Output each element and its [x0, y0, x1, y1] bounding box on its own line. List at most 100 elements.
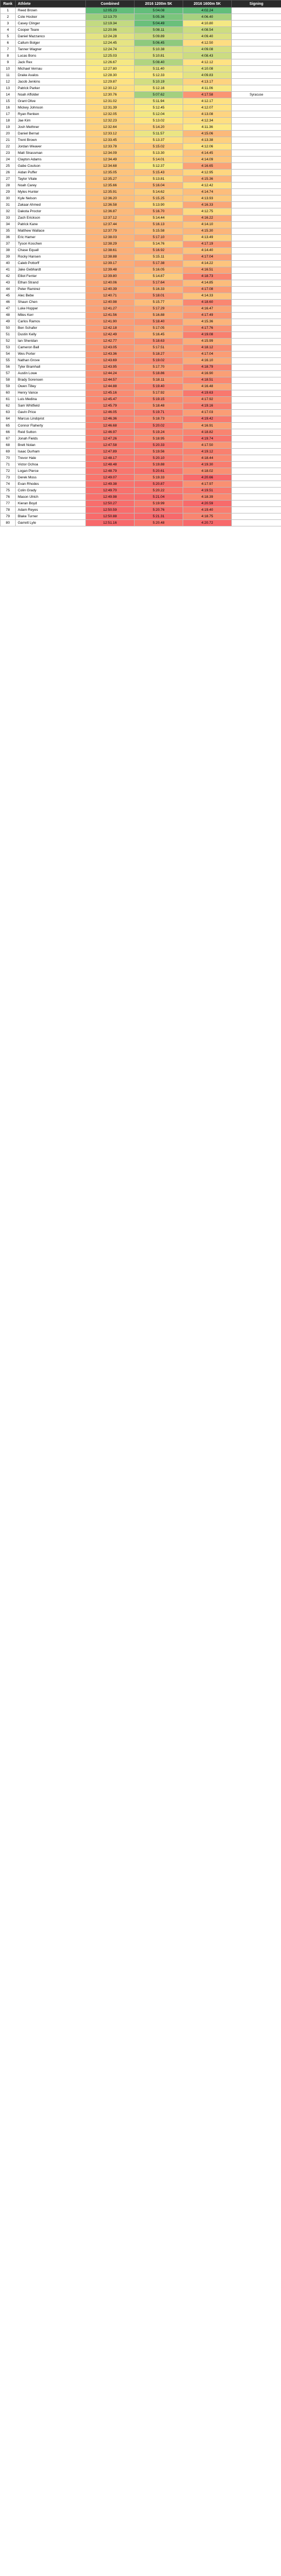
header-rank[interactable]: Rank [0, 0, 16, 8]
header-athlete[interactable]: Athlete [15, 0, 86, 8]
table-row[interactable]: 32 Dakota Proctor 12:36.87 5:16.70 4:12.75 [0, 208, 281, 215]
c2-cell: 4:17.58 [183, 91, 232, 99]
table-row[interactable]: 20 Daniel Bernal 12:33.12 5:11.57 4:15.06 [0, 130, 281, 138]
table-row[interactable]: 36 Eric Hamer 12:38.03 5:17.10 4:13.49 [0, 234, 281, 241]
c1-cell: 5:20.76 [134, 506, 183, 514]
table-row[interactable]: 80 Garrett Lyle 12:51.16 5:20.48 4:20.72 [0, 519, 281, 527]
table-row[interactable]: 78 Adam Reyes 12:50.59 5:20.76 4:19.40 [0, 506, 281, 514]
table-row[interactable]: 5 Daniel Mazzanco 12:24.28 5:09.89 4:09.40 [0, 33, 281, 40]
table-row[interactable]: 51 Dustin Kelly 12:42.49 5:16.45 4:19.08 [0, 331, 281, 339]
table-row[interactable]: 39 Rocky Hansen 12:38.88 5:15.11 4:17.04 [0, 253, 281, 261]
table-row[interactable]: 54 Wes Porter 12:43.36 5:18.27 4:17.04 [0, 350, 281, 358]
table-row[interactable]: 19 Josh Methner 12:32.64 5:14.20 4:11.36 [0, 124, 281, 131]
table-row[interactable]: 16 Mickey Johnson 12:31.39 5:12.45 4:12.07 [0, 104, 281, 112]
table-row[interactable]: 48 Miles Kerr 12:41.56 5:16.88 4:17.49 [0, 312, 281, 319]
table-row[interactable]: 68 Brett Nolan 12:47.58 5:20.33 4:17.50 [0, 442, 281, 449]
table-row[interactable]: 45 Alec Bebe 12:40.71 5:18.01 4:14.33 [0, 292, 281, 300]
table-row[interactable]: 72 Logan Pierce 12:48.79 5:20.61 4:18.02 [0, 468, 281, 475]
table-row[interactable]: 73 Derek Moss 12:49.07 5:19.33 4:20.66 [0, 474, 281, 482]
table-row[interactable]: 50 Ben Schafer 12:42.18 5:17.05 4:17.76 [0, 324, 281, 332]
table-row[interactable]: 41 Jake Gebhardt 12:39.48 5:16.05 4:16.51 [0, 266, 281, 274]
table-row[interactable]: 17 Ryan Renken 12:32.05 5:12.04 4:13.08 [0, 111, 281, 118]
table-row[interactable]: 74 Evan Rhodes 12:49.38 5:20.87 4:17.97 [0, 481, 281, 488]
table-row[interactable]: 30 Kyle Nelson 12:36.20 5:15.25 4:13.93 [0, 195, 281, 202]
header-1200[interactable]: 2016 1200m 5K [134, 0, 183, 8]
table-row[interactable]: 58 Brady Sorensen 12:44.57 5:18.11 4:18.51 [0, 376, 281, 384]
table-row[interactable]: 1 Reed Brown 12:05.23 5:04.08 4:02.24 [0, 6, 281, 15]
athlete-cell: Connor Flaherty [15, 422, 86, 430]
table-row[interactable]: 18 Jae Kim 12:32.23 5:13.02 4:12.34 [0, 117, 281, 125]
rank-cell: 49 [0, 318, 16, 326]
table-row[interactable]: 71 Victor Ochoa 12:48.48 5:19.88 4:19.30 [0, 461, 281, 469]
table-row[interactable]: 56 Tyler Bramhall 12:43.95 5:17.70 4:18.79 [0, 363, 281, 371]
table-row[interactable]: 60 Henry Vance 12:45.16 5:17.92 4:19.63 [0, 389, 281, 397]
signing-cell [231, 519, 281, 527]
table-row[interactable]: 22 Jordan Weaver 12:33.78 5:15.02 4:12.06 [0, 143, 281, 151]
table-row[interactable]: 57 Austin Lowe 12:44.24 5:18.86 4:16.90 [0, 370, 281, 377]
table-row[interactable]: 70 Trevor Hale 12:48.17 5:20.10 4:18.44 [0, 455, 281, 462]
table-row[interactable]: 38 Chase Equall 12:38.61 5:16.92 4:14.40 [0, 247, 281, 254]
table-row[interactable]: 76 Mason Ulrich 12:49.98 5:21.04 4:18.39 [0, 493, 281, 501]
table-row[interactable]: 66 Reid Sutton 12:46.97 5:19.24 4:18.82 [0, 429, 281, 436]
table-row[interactable]: 65 Connor Flaherty 12:46.68 5:20.02 4:16.91 [0, 422, 281, 430]
table-row[interactable]: 42 Elliot Ferrier 12:39.80 5:14.87 4:18.73 [0, 273, 281, 280]
table-row[interactable]: 10 Michael Vernau 12:27.80 5:11.40 4:10.08 [0, 65, 281, 73]
table-row[interactable]: 79 Blake Turner 12:50.88 5:21.31 4:18.75 [0, 513, 281, 520]
c2-cell: 4:17.04 [183, 350, 232, 358]
table-row[interactable]: 59 Owen Tilley 12:44.88 5:19.40 4:16.48 [0, 383, 281, 390]
table-row[interactable]: 46 Shaun Chen 12:40.98 5:15.77 4:18.60 [0, 299, 281, 306]
c1-cell: 5:05.36 [134, 13, 183, 21]
table-row[interactable]: 4 Cooper Teare 12:20.96 5:08.11 4:08.54 [0, 26, 281, 34]
table-row[interactable]: 26 Aidan Puffer 12:35.05 5:15.43 4:12.95 [0, 169, 281, 177]
table-row[interactable]: 6 Callum Bolger 12:24.45 5:06.45 4:12.50 [0, 39, 281, 47]
table-row[interactable]: 35 Matthew Wallace 12:37.79 5:15.58 4:15.30 [0, 227, 281, 235]
signing-cell [231, 20, 281, 28]
table-row[interactable]: 2 Cole Hocker 12:13.70 5:05.36 4:06.40 [0, 13, 281, 21]
table-row[interactable]: 9 Jack Rex 12:26.67 5:08.40 4:12.12 [0, 59, 281, 66]
table-row[interactable]: 37 Tyson Koschen 12:38.29 5:14.76 4:17.19 [0, 240, 281, 248]
signing-cell [231, 487, 281, 495]
c2-cell: 4:16.33 [183, 201, 232, 209]
table-row[interactable]: 31 Zakaar Ahmed 12:36.58 5:13.90 4:16.33 [0, 201, 281, 209]
table-row[interactable]: 61 Luis Medina 12:45.47 5:19.15 4:17.92 [0, 396, 281, 403]
table-row[interactable]: 63 Gavin Price 12:46.05 5:19.71 4:17.03 [0, 409, 281, 416]
table-row[interactable]: 14 Noah Affolder 12:30.76 5:07.62 4:17.58 Syr… [0, 91, 281, 99]
table-row[interactable]: 69 Isaac Durham 12:47.89 5:19.56 4:19.12 [0, 448, 281, 456]
header-combined[interactable]: Combined [85, 0, 135, 8]
c1-cell: 5:18.27 [134, 350, 183, 358]
header-signing[interactable]: Signing [231, 0, 281, 8]
table-row[interactable]: 28 Noah Carey 12:35.66 5:16.04 4:12.42 [0, 182, 281, 190]
table-row[interactable]: 25 Gabe Coulson 12:34.68 5:12.37 4:16.65 [0, 163, 281, 170]
table-row[interactable]: 47 Luke Hopper 12:41.27 5:17.29 4:16.47 [0, 305, 281, 313]
table-row[interactable]: 77 Kieran Boyd 12:50.27 5:19.99 4:20.59 [0, 500, 281, 508]
table-row[interactable]: 23 Matt Strassman 12:34.09 5:13.30 4:14.45 [0, 150, 281, 157]
table-row[interactable]: 12 Jacob Jenkins 12:29.87 5:10.19 4:13.17 [0, 78, 281, 86]
combined-cell: 12:37.12 [85, 214, 135, 222]
table-row[interactable]: 55 Nathan Grove 12:43.69 5:19.02 4:16.10 [0, 357, 281, 364]
table-row[interactable]: 8 Lucas Bons 12:25.03 5:10.81 4:08.43 [0, 52, 281, 60]
table-row[interactable]: 27 Taylor Vitale 12:35.27 5:13.81 4:15.36 [0, 175, 281, 183]
table-row[interactable]: 21 Trent Brown 12:33.45 5:13.37 4:13.38 [0, 137, 281, 144]
table-row[interactable]: 49 Carlos Ramos 12:41.90 5:18.40 4:15.36 [0, 318, 281, 326]
table-row[interactable]: 67 Jonah Fields 12:47.26 5:18.95 4:19.74 [0, 435, 281, 443]
header-1600[interactable]: 2016 1600m 5K [183, 0, 232, 8]
table-row[interactable]: 52 Ian Sheridan 12:42.77 5:18.63 4:15.99 [0, 337, 281, 345]
table-row[interactable]: 3 Casey Clinger 12:19.34 5:04.49 4:10.80 [0, 20, 281, 28]
table-row[interactable]: 40 Caleb Pottorff 12:39.17 5:17.38 4:14.22 [0, 260, 281, 267]
table-row[interactable]: 53 Cameron Ball 12:43.05 5:17.51 4:18.12 [0, 344, 281, 351]
table-row[interactable]: 64 Marcus Lindqvist 12:46.36 5:18.73 4:19.42 [0, 415, 281, 423]
table-row[interactable]: 34 Patrick Kane 12:37.44 5:16.13 4:14.10 [0, 221, 281, 228]
table-row[interactable]: 29 Myles Hunter 12:35.91 5:14.62 4:14.74 [0, 188, 281, 196]
table-row[interactable]: 62 Sam Whitfield 12:45.79 5:18.48 4:19.16 [0, 402, 281, 410]
table-row[interactable]: 75 Colin Grady 12:49.70 5:20.22 4:19.51 [0, 487, 281, 495]
signing-cell [231, 13, 281, 21]
table-row[interactable]: 44 Peter Ramirez 12:40.39 5:16.33 4:17.08 [0, 286, 281, 293]
table-row[interactable]: 15 Grant Olive 12:31.02 5:11.94 4:12.17 [0, 98, 281, 105]
table-row[interactable]: 24 Clayton Adams 12:34.49 5:14.01 4:14.09 [0, 156, 281, 164]
table-row[interactable]: 11 Drake Avalos 12:28.30 5:12.33 4:09.83 [0, 72, 281, 79]
table-row[interactable]: 43 Ethan Strand 12:40.06 5:17.64 4:14.85 [0, 279, 281, 287]
table-row[interactable]: 7 Tanner Wagner 12:24.74 5:10.38 4:09.08 [0, 46, 281, 53]
table-row[interactable]: 13 Patrick Parker 12:30.12 5:12.16 4:11.06 [0, 85, 281, 92]
combined-cell: 12:32.05 [85, 111, 135, 118]
table-row[interactable]: 33 Zach Erickson 12:37.12 5:14.44 4:16.22 [0, 214, 281, 222]
